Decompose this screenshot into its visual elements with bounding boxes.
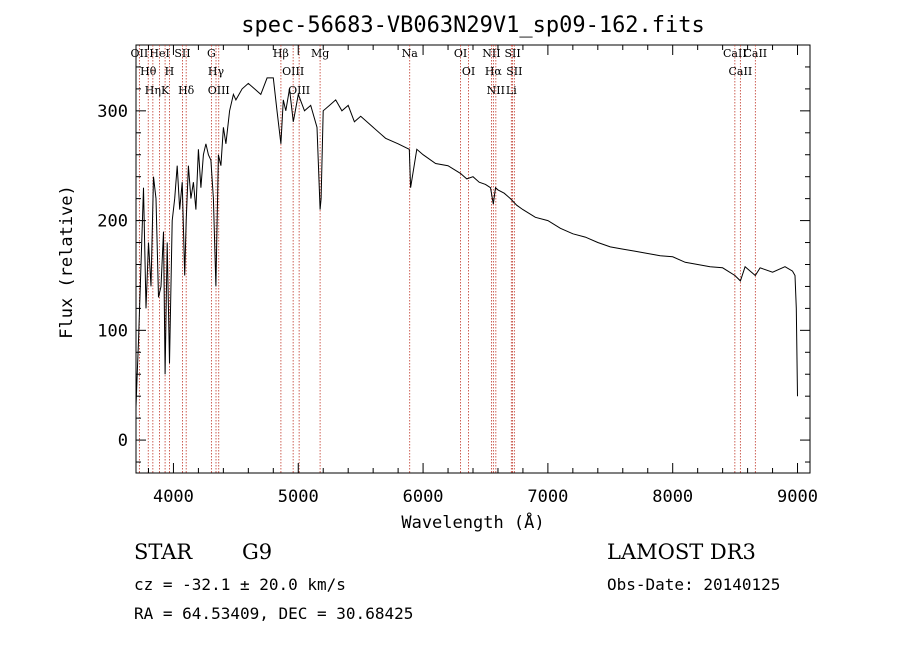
x-tick-label: 4000	[153, 487, 194, 507]
y-tick-label: 100	[97, 321, 128, 341]
line-marker-label: Hγ	[208, 65, 225, 78]
x-tick-label: 9000	[777, 487, 818, 507]
star-subclass: G9	[242, 540, 273, 564]
chart-title: spec-56683-VB063N29V1_sp09-162.fits	[241, 13, 705, 38]
line-marker-label: CaII	[723, 47, 747, 60]
coordinates: RA = 64.53409, DEC = 30.68425	[134, 604, 414, 623]
line-marker-label: OII	[131, 47, 149, 60]
redshift-cz: cz = -32.1 ± 20.0 km/s	[134, 575, 346, 594]
line-marker-label: Mg	[311, 47, 329, 60]
y-axis-label: Flux (relative)	[57, 185, 77, 339]
line-marker-label: Li	[506, 84, 517, 97]
x-tick-label: 7000	[527, 487, 568, 507]
axis-ticks	[136, 44, 810, 473]
line-marker-label: SII	[504, 47, 520, 60]
line-marker-label: Hδ	[178, 84, 195, 97]
line-marker-label: OIII	[282, 65, 304, 78]
line-marker-label: OIII	[288, 84, 310, 97]
plot-frame	[135, 44, 811, 474]
y-tick-label: 300	[97, 102, 128, 122]
survey-name: LAMOST DR3	[607, 540, 756, 564]
axis-tick-labels: 4000 5000 6000 7000 8000 9000 0 100 200 300	[97, 102, 818, 507]
line-marker-label: CaII	[729, 65, 753, 78]
line-markers	[138, 45, 756, 473]
line-marker-label: NII	[487, 84, 505, 97]
line-marker-label: Hα	[485, 65, 503, 78]
line-marker-label: Hβ	[273, 47, 289, 60]
line-marker-label: K	[161, 84, 170, 97]
y-tick-label: 200	[97, 212, 128, 232]
line-marker-label: G	[207, 47, 216, 60]
x-tick-label: 8000	[652, 487, 693, 507]
line-marker-labels: OII Hθ Hη HeI KH SII Hδ G Hγ OIII Hβ OIII OIII Mg Na OI…	[131, 47, 768, 97]
line-marker-label: OIII	[208, 84, 230, 97]
line-marker-label: H	[165, 65, 175, 78]
y-tick-label: 0	[118, 431, 128, 451]
line-marker-label: OI	[462, 65, 475, 78]
star-class: STAR	[134, 540, 193, 564]
obs-date: Obs-Date: 20140125	[607, 575, 781, 594]
x-axis-label: Wavelength (Å)	[401, 511, 544, 533]
line-marker-label: OI	[454, 47, 467, 60]
line-marker-label: Na	[402, 47, 419, 60]
line-marker-label: Hθ	[140, 65, 157, 78]
x-tick-label: 6000	[403, 487, 444, 507]
line-marker-label: SII	[174, 47, 190, 60]
x-tick-label: 5000	[278, 487, 319, 507]
line-marker-label: Hη	[145, 84, 161, 97]
line-marker-label: SII	[506, 65, 522, 78]
line-marker-label: HeI	[149, 47, 169, 60]
line-marker-label: NII	[482, 47, 500, 60]
spectrum-line	[135, 77, 798, 408]
line-marker-label: CaII	[743, 47, 767, 60]
